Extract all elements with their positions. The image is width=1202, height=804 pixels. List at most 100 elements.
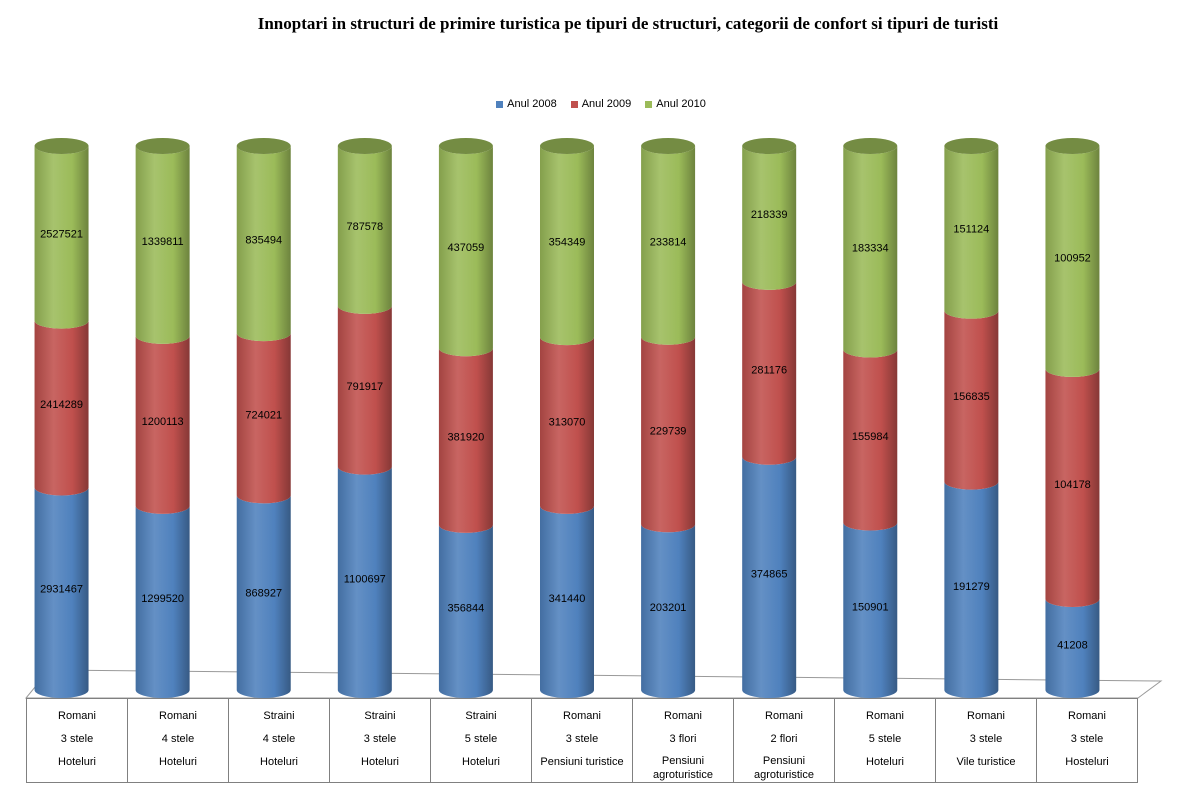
bar-top-cap-7 bbox=[742, 138, 797, 154]
data-label-10-0: 41208 bbox=[1057, 639, 1088, 651]
bar-segment-6-0 bbox=[641, 524, 696, 698]
bar-segment-10-0 bbox=[1045, 598, 1100, 698]
data-label-5-2: 354349 bbox=[549, 237, 586, 249]
bar-segment-2-1 bbox=[236, 333, 291, 504]
bar-segment-9-0 bbox=[944, 481, 999, 698]
bar-segment-9-1 bbox=[944, 310, 999, 490]
data-label-3-0: 1100697 bbox=[344, 573, 386, 585]
legend: Anul 2008 Anul 2009 Anul 2010 bbox=[0, 96, 1202, 112]
bar-top-cap-6 bbox=[641, 138, 696, 154]
bar-segment-8-2 bbox=[843, 146, 898, 358]
bar-segment-2-2 bbox=[236, 146, 291, 342]
bar-segment-5-0 bbox=[540, 505, 594, 698]
data-label-1-2: 1339811 bbox=[142, 236, 184, 248]
data-label-8-2: 183334 bbox=[852, 243, 889, 255]
data-label-2-2: 835494 bbox=[245, 235, 282, 247]
bar-stack-1 bbox=[135, 138, 190, 698]
bar-segment-4-1 bbox=[438, 348, 493, 533]
category-label-5-1: 3 stele bbox=[565, 733, 599, 745]
data-label-5-1: 313070 bbox=[549, 416, 586, 428]
bar-segment-1-1 bbox=[135, 335, 190, 514]
category-cell-2: Straini 4 stele Hoteluri bbox=[228, 698, 330, 783]
category-cell-5: Romani 3 stele Pensiuni turistice bbox=[531, 698, 633, 783]
category-label-6-1: 3 flori bbox=[669, 733, 697, 745]
bar-segment-0-1 bbox=[34, 320, 89, 496]
bar-segment-6-2 bbox=[641, 146, 696, 345]
category-label-3-2: Hoteluri bbox=[361, 756, 399, 768]
category-label-0-1: 3 stele bbox=[60, 733, 94, 745]
bars-layer bbox=[34, 138, 1100, 698]
bar-segment-8-1 bbox=[843, 349, 898, 531]
bar-segment-5-2 bbox=[540, 146, 594, 346]
category-cell-6: Romani 3 flori Pensiuni agroturistice bbox=[632, 698, 734, 783]
bar-stack-8 bbox=[843, 138, 898, 698]
bar-segment-2-0 bbox=[236, 495, 291, 698]
bar-segment-0-2 bbox=[34, 146, 89, 329]
bar-segment-3-0 bbox=[337, 466, 392, 698]
bar-segment-7-2 bbox=[742, 146, 797, 290]
bar-stack-10 bbox=[1045, 138, 1100, 698]
category-cell-10: Romani 3 stele Hosteluri bbox=[1036, 698, 1138, 783]
bar-stack-2 bbox=[236, 138, 291, 698]
bar-stack-7 bbox=[742, 138, 797, 698]
data-label-7-2: 218339 bbox=[751, 209, 788, 221]
data-label-6-0: 203201 bbox=[650, 602, 687, 614]
category-label-9-0: Romani bbox=[967, 710, 1005, 722]
bar-top-cap-0 bbox=[34, 138, 89, 154]
bar-stack-6 bbox=[641, 138, 696, 698]
category-label-0-0: Romani bbox=[58, 710, 96, 722]
bar-segment-10-1 bbox=[1045, 368, 1100, 607]
bar-segment-6-1 bbox=[641, 336, 696, 533]
category-label-8-0: Romani bbox=[866, 710, 904, 722]
category-cell-7: Romani 2 flori Pensiuni agroturistice bbox=[733, 698, 835, 783]
category-label-10-0: Romani bbox=[1068, 710, 1106, 722]
legend-swatch-1 bbox=[570, 100, 578, 108]
category-label-10-2: Hosteluri bbox=[1065, 756, 1109, 768]
data-label-4-0: 356844 bbox=[448, 602, 485, 614]
data-label-6-1: 229739 bbox=[650, 425, 687, 437]
data-labels-layer: 2931467 2414289 2527521 1299520 1200113 13398… bbox=[40, 209, 1091, 652]
data-label-8-0: 150901 bbox=[852, 601, 889, 613]
bar-top-cap-3 bbox=[337, 138, 392, 154]
bar-stack-5 bbox=[540, 138, 594, 698]
category-label-9-2: Vile turistice bbox=[956, 756, 1016, 768]
bar-segment-7-0 bbox=[742, 456, 797, 698]
legend-swatch-0 bbox=[496, 100, 504, 108]
category-cell-3: Straini 3 stele Hoteluri bbox=[329, 698, 431, 783]
data-label-4-1: 381920 bbox=[448, 432, 485, 444]
bar-segment-3-2 bbox=[337, 146, 392, 314]
legend-item-2: Anul 2010 bbox=[645, 96, 706, 112]
data-label-7-0: 374865 bbox=[751, 568, 788, 580]
data-label-10-2: 100952 bbox=[1054, 252, 1091, 264]
data-label-2-1: 724021 bbox=[245, 409, 282, 421]
category-label-1-2: Hoteluri bbox=[159, 756, 197, 768]
category-label-0-2: Hoteluri bbox=[58, 756, 96, 768]
bar-segment-1-0 bbox=[135, 505, 190, 698]
category-cell-4: Straini 5 stele Hoteluri bbox=[430, 698, 532, 783]
category-cell-9: Romani 3 stele Vile turistice bbox=[935, 698, 1037, 783]
category-label-7-0: Romani bbox=[765, 710, 803, 722]
category-label-7-1: 2 flori bbox=[770, 733, 798, 745]
category-cell-8: Romani 5 stele Hoteluri bbox=[834, 698, 936, 783]
category-label-5-2: Pensiuni turistice bbox=[540, 756, 624, 768]
data-label-3-2: 787578 bbox=[346, 221, 383, 233]
category-label-1-1: 4 stele bbox=[161, 733, 195, 745]
category-label-8-2: Hoteluri bbox=[866, 756, 904, 768]
bar-top-cap-8 bbox=[843, 138, 898, 154]
category-label-5-0: Romani bbox=[563, 710, 601, 722]
data-label-2-0: 868927 bbox=[245, 588, 282, 600]
bar-top-cap-1 bbox=[135, 138, 190, 154]
bar-segment-3-1 bbox=[337, 305, 392, 475]
category-label-6-2: Pensiuni agroturistice bbox=[653, 755, 713, 781]
category-label-2-1: 4 stele bbox=[262, 733, 296, 745]
legend-label-1: Anul 2009 bbox=[581, 98, 632, 110]
legend-swatch-2 bbox=[645, 100, 653, 108]
legend-item-1: Anul 2009 bbox=[570, 96, 632, 112]
bar-stack-3 bbox=[337, 138, 392, 698]
data-label-9-0: 191279 bbox=[953, 581, 990, 593]
bar-segment-9-2 bbox=[944, 146, 999, 319]
data-label-8-1: 155984 bbox=[852, 431, 889, 443]
bar-segment-0-0 bbox=[34, 487, 89, 698]
data-label-0-1: 2414289 bbox=[40, 399, 83, 411]
